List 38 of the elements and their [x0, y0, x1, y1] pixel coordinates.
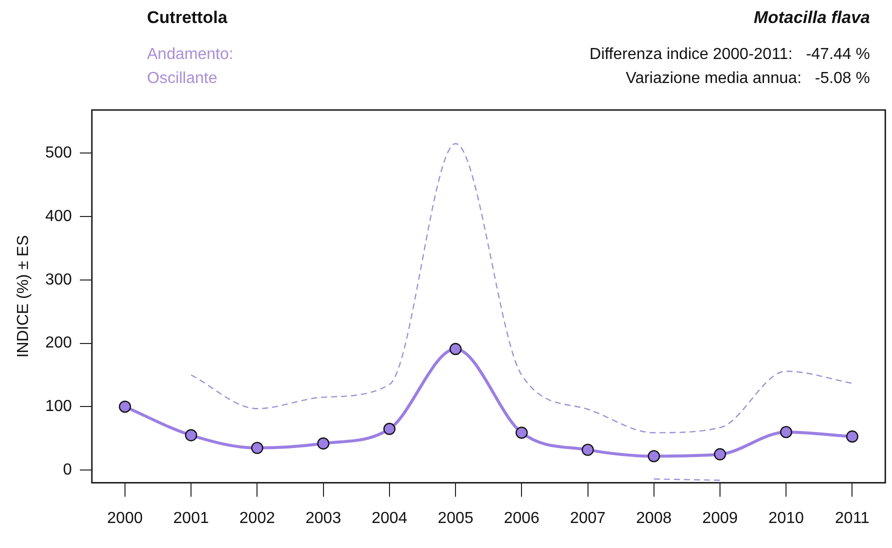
y-tick-label: 0: [62, 462, 72, 479]
x-tick-label: 2009: [702, 510, 738, 527]
y-tick-label: 400: [45, 208, 72, 225]
text: Oscillante: [147, 70, 218, 88]
line-series: [190, 143, 853, 434]
text: Andamento:: [147, 46, 234, 64]
y-tick-label: 300: [45, 271, 72, 288]
point: [449, 342, 462, 356]
point: [582, 444, 594, 456]
x-tick-label: 2001: [173, 510, 209, 527]
x-tick-label: 2005: [438, 510, 474, 527]
point: [317, 437, 330, 450]
text: Variazione media annua: -5.08 %: [626, 70, 870, 88]
x-tick-label: 2002: [239, 510, 276, 527]
y-tick-label: 500: [45, 144, 72, 162]
point: [714, 448, 726, 460]
x-tick-label: 2000: [107, 510, 143, 527]
x-tick-label: 2010: [768, 510, 804, 527]
x-tick-label: 2008: [636, 510, 672, 527]
point: [516, 426, 528, 439]
x-tick-label: 2003: [306, 510, 342, 527]
text: Differenza indice 2000-2011: -47.44 %: [590, 46, 870, 64]
x-tick-label: 2007: [570, 510, 606, 527]
x-tick-label: 2004: [372, 510, 408, 527]
x-tick-label: 2011: [835, 510, 870, 527]
chart-title: Cutrettola: [147, 8, 228, 28]
point: [118, 400, 132, 413]
point: [251, 442, 264, 454]
point: [846, 430, 858, 443]
point: [648, 450, 660, 462]
point: [383, 422, 396, 436]
y-tick-label: 100: [45, 398, 72, 416]
x-tick-label: 2006: [504, 510, 540, 527]
y-axis-title: INDICE (%) ± ES: [15, 235, 32, 358]
point: [780, 426, 792, 438]
y-tick-label: 200: [45, 334, 72, 352]
chart-subtitle: Motacilla flava: [754, 8, 870, 28]
point: [184, 429, 198, 442]
